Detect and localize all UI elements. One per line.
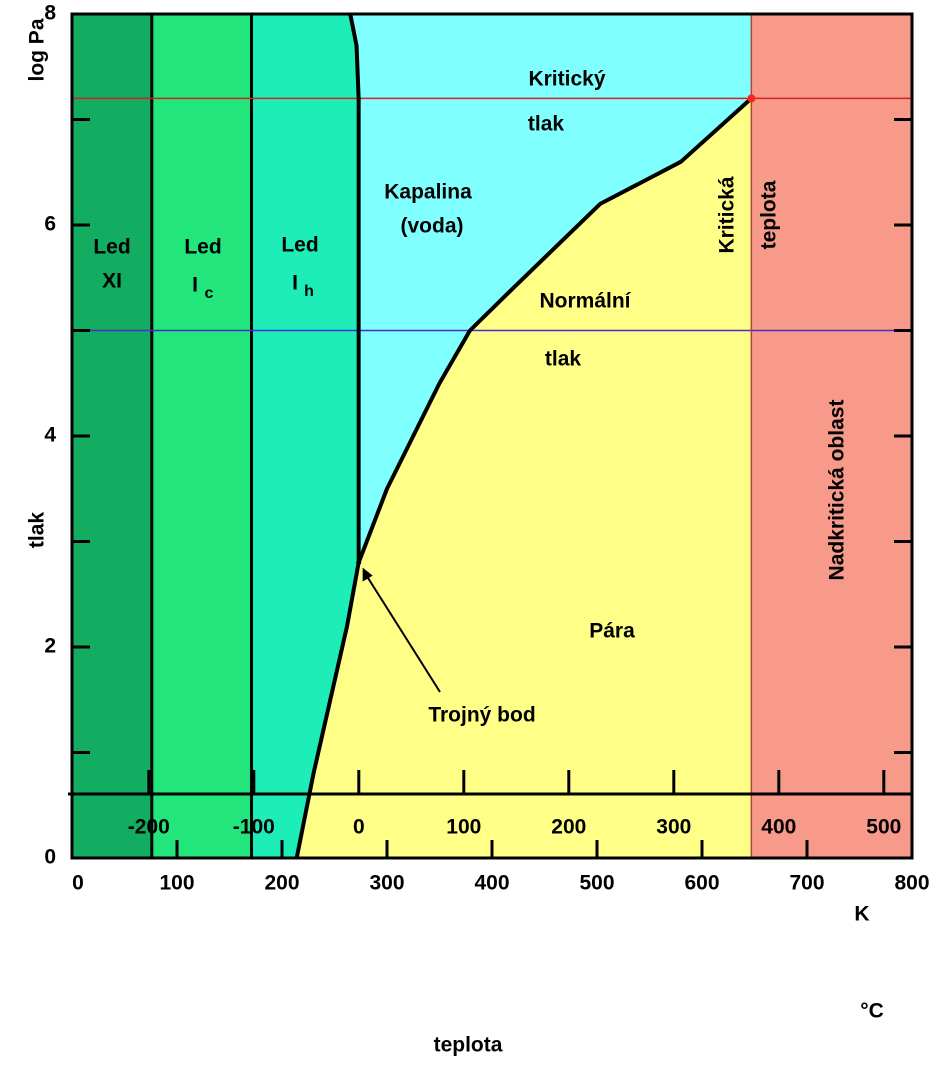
region-ice-ic bbox=[151, 14, 252, 858]
triple-point bbox=[356, 560, 362, 566]
x-tick-label: 800 bbox=[894, 872, 929, 895]
annotation: tlak bbox=[528, 113, 565, 136]
annotation: Led bbox=[184, 236, 221, 259]
regions bbox=[72, 14, 752, 858]
vaporization-curve bbox=[356, 96, 753, 564]
critical-point bbox=[747, 94, 756, 103]
y-tick-label: 4 bbox=[44, 424, 56, 447]
y-tick-label: 8 bbox=[44, 2, 56, 25]
annotation: Kritický bbox=[528, 68, 605, 91]
annotation: h bbox=[304, 283, 314, 300]
sublimation-curve bbox=[294, 562, 361, 859]
x2-tick-label: 500 bbox=[866, 816, 901, 839]
arrow bbox=[363, 572, 441, 693]
x-tick-label: 0 bbox=[72, 872, 84, 895]
annotation: Trojný bod bbox=[428, 704, 535, 727]
arrowhead bbox=[362, 567, 373, 582]
annotation: tlak bbox=[545, 348, 582, 371]
x2-tick-label: 0 bbox=[353, 816, 365, 839]
region-ice-ih bbox=[251, 14, 359, 858]
x-tick-label: 200 bbox=[264, 872, 299, 895]
x-tick-label: 700 bbox=[789, 872, 824, 895]
x2-tick-label: -100 bbox=[233, 816, 275, 839]
annotation: Kritická bbox=[716, 176, 739, 253]
region-supercritical bbox=[751, 14, 912, 858]
x-tick-label: 600 bbox=[684, 872, 719, 895]
region-vapor bbox=[296, 98, 752, 858]
annotation: teplota bbox=[758, 180, 781, 249]
melting-curve bbox=[348, 13, 361, 563]
y-label: log Pa bbox=[26, 18, 49, 81]
y-tick-label: 2 bbox=[44, 635, 56, 658]
region-liquid bbox=[350, 14, 752, 563]
annotation: Kapalina bbox=[384, 181, 472, 204]
y-title: tlak bbox=[26, 512, 49, 549]
x2-label: °C bbox=[860, 1000, 884, 1023]
annotation: (voda) bbox=[401, 215, 464, 238]
x-tick-label: 100 bbox=[159, 872, 194, 895]
annotation: I bbox=[192, 274, 198, 297]
annotation: Led bbox=[281, 234, 318, 257]
x-tick-label: 500 bbox=[579, 872, 614, 895]
x2-tick-label: 200 bbox=[551, 816, 586, 839]
y-tick-label: 6 bbox=[44, 213, 56, 236]
annotation: Normální bbox=[539, 290, 631, 313]
annotation: Led bbox=[93, 236, 130, 259]
x-tick-label: 300 bbox=[369, 872, 404, 895]
annotation: Nadkritická oblast bbox=[826, 400, 849, 581]
x2-tick-label: 400 bbox=[761, 816, 796, 839]
x-title: teplota bbox=[434, 1034, 503, 1057]
y-tick-label: 0 bbox=[44, 846, 56, 869]
annotation: Pára bbox=[589, 620, 635, 643]
x-label: K bbox=[854, 903, 869, 926]
x-tick-label: 400 bbox=[474, 872, 509, 895]
annotation: XI bbox=[102, 270, 122, 293]
x2-tick-label: 300 bbox=[656, 816, 691, 839]
x2-tick-label: 100 bbox=[446, 816, 481, 839]
annotation: I bbox=[292, 272, 298, 295]
annotation: c bbox=[205, 285, 214, 302]
x2-tick-label: -200 bbox=[128, 816, 170, 839]
